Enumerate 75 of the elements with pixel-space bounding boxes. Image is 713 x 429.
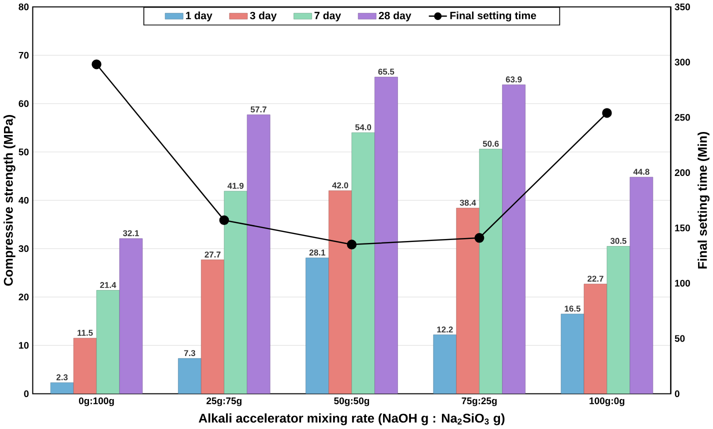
y-tick-label: 10 — [19, 342, 29, 349]
y-tick-label: 40 — [18, 197, 29, 204]
y-axis-title: Compressive strength (MPa) — [4, 115, 16, 286]
bar — [96, 290, 120, 394]
x-tick-label: 100g:0g — [590, 398, 624, 406]
data-label: 16.5 — [564, 306, 580, 312]
y2-tick-label: 350 — [674, 4, 690, 10]
x-axis-title: Alkali accelerator mixing rate (NaOH g : Na$_{2}$SiO$_{3}$ g) — [198, 413, 504, 426]
bar — [201, 260, 224, 394]
bar — [306, 258, 329, 394]
data-label: 57.7 — [250, 106, 266, 113]
legend-label: 7 day — [314, 12, 342, 22]
bar — [479, 149, 502, 394]
y2-tick-label: 0 — [674, 390, 680, 398]
x-tick-label: 25g:75g — [206, 398, 242, 406]
legend-label: 1 day — [186, 12, 212, 22]
point — [219, 215, 229, 226]
bar — [560, 314, 584, 394]
data-label: 65.5 — [378, 68, 394, 75]
y-tick-label: 70 — [18, 52, 29, 59]
data-label: 54.0 — [355, 124, 372, 130]
data-label: 41.9 — [228, 182, 244, 189]
x-tick-label: 50g:50g — [334, 398, 370, 406]
data-label: 22.7 — [588, 276, 604, 282]
bar — [502, 84, 526, 394]
y2-axis-title: Final setting time (Min) — [698, 132, 710, 269]
bar — [224, 191, 248, 394]
data-label: 21.4 — [100, 282, 116, 288]
point — [602, 108, 612, 118]
point — [92, 60, 102, 70]
data-label: 38.4 — [460, 200, 476, 206]
bar — [50, 382, 74, 394]
y2-tick-label: 100 — [675, 280, 690, 287]
data-label: 12.2 — [437, 326, 453, 333]
point — [474, 233, 484, 243]
data-label: 11.5 — [78, 330, 93, 336]
bar — [606, 246, 630, 394]
y-tick-label: 0 — [24, 390, 29, 398]
legend-label: 3 day — [250, 12, 277, 22]
y-tick-label: 60 — [18, 100, 29, 108]
y-tick-label: 30 — [18, 245, 29, 252]
bar — [584, 284, 608, 394]
point — [346, 240, 357, 250]
bar — [630, 177, 654, 394]
data-label: 32.1 — [122, 230, 139, 236]
data-label: 7.3 — [184, 350, 196, 356]
y-tick-label: 50 — [18, 148, 29, 156]
x-tick-label: 75g:25g — [462, 398, 497, 406]
y2-tick-label: 200 — [674, 169, 690, 176]
bar — [456, 208, 480, 394]
bar — [374, 76, 398, 394]
y-tick-label: 20 — [18, 294, 29, 301]
data-label: 2.3 — [56, 374, 68, 380]
y-tick-label: 80 — [18, 4, 29, 10]
data-label: 50.6 — [482, 140, 499, 147]
legend-label: Final setting time — [450, 12, 536, 22]
bar — [119, 238, 143, 394]
data-label: 44.8 — [633, 168, 650, 175]
data-label: 30.5 — [610, 238, 626, 244]
bar — [246, 114, 270, 394]
bar — [328, 190, 352, 394]
bar — [73, 338, 97, 394]
y2-tick-label: 50 — [674, 335, 685, 342]
legend-label: 28 day — [378, 12, 412, 22]
x-tick-label: 0g:100g — [78, 398, 114, 406]
y2-tick-label: 250 — [674, 114, 690, 121]
y2-tick-label: 300 — [674, 58, 690, 66]
bar — [178, 358, 202, 394]
bar — [352, 132, 375, 394]
y2-tick-label: 150 — [675, 224, 690, 232]
bar — [433, 334, 457, 394]
data-label: 27.7 — [204, 252, 220, 258]
data-label: 42.0 — [332, 182, 348, 188]
data-label: 28.1 — [309, 250, 326, 256]
data-label: 63.9 — [506, 76, 522, 83]
